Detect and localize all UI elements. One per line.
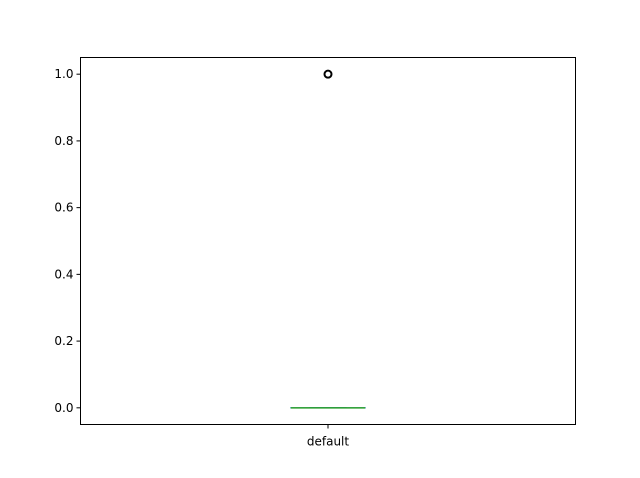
y-axis: 0.0 0.2 0.4 0.6 0.8 1.0 bbox=[54, 67, 81, 415]
y-tick-label: 1.0 bbox=[54, 67, 73, 81]
y-tick-label: 0.6 bbox=[54, 201, 73, 215]
y-tick-label: 0.2 bbox=[54, 334, 73, 348]
x-axis: default bbox=[307, 424, 350, 449]
x-tick-label: default bbox=[307, 435, 350, 449]
box-default bbox=[290, 69, 366, 409]
y-tick-label: 0.4 bbox=[54, 267, 73, 281]
axes-frame bbox=[80, 57, 576, 425]
y-tick-label: 0.8 bbox=[54, 134, 73, 148]
outlier-point bbox=[323, 69, 333, 79]
y-tick-label: 0.0 bbox=[54, 401, 73, 415]
plot-area bbox=[290, 69, 366, 409]
